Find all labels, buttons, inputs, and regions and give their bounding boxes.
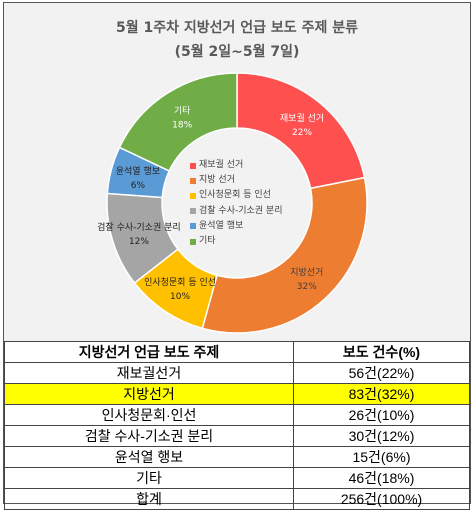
header-topic: 지방선거 언급 보도 주제 <box>4 341 294 363</box>
legend-swatch <box>190 208 196 215</box>
legend-label: 기타 <box>199 236 216 247</box>
slice-percent: 18% <box>172 120 192 130</box>
cell-count: 26건(10%) <box>293 404 470 426</box>
cell-topic: 기타 <box>4 467 294 489</box>
cell-topic: 지방선거 <box>4 383 294 405</box>
donut-slice <box>118 72 238 172</box>
slice-label: 지방선거 <box>290 267 323 278</box>
cell-topic: 합계 <box>4 488 294 510</box>
donut-chart: 재보궐 선거 22% 지방선거 32% 인사청문회 등 인선 10% 검찰 수사-기소권 분… <box>97 72 368 334</box>
slice-percent: 12% <box>129 237 149 247</box>
legend-label: 인사청문회 등 인선 <box>199 190 271 201</box>
cell-count: 46건(18%) <box>293 467 470 489</box>
legend-swatch <box>190 177 196 184</box>
table-row: 지방선거 83건(32%) <box>4 383 470 405</box>
cell-topic: 재보궐선거 <box>4 362 294 384</box>
table-row: 검찰 수사-기소권 분리 30건(12%) <box>4 425 470 447</box>
table-row: 기타 46건(18%) <box>4 467 470 489</box>
legend-item: 기타 <box>190 234 283 249</box>
legend-item: 재보궐 선거 <box>190 158 283 173</box>
cell-count: 30건(12%) <box>293 425 470 447</box>
header-count: 보도 건수(%) <box>293 341 470 363</box>
chart-subtitle: (5월 2일~5월 7일) <box>174 44 300 60</box>
figure-frame: 5월 1주차 지방선거 언급 보도 주제 분류 (5월 2일~5월 7일) 재보… <box>3 2 471 510</box>
slice-label: 기타 <box>174 105 191 116</box>
legend-item: 인사청문회 등 인선 <box>190 188 283 203</box>
legend-label: 윤석열 행보 <box>199 220 244 231</box>
slice-label: 윤석열 행보 <box>116 165 160 177</box>
chart-title: 5월 1주차 지방선거 언급 보도 주제 분류 <box>116 20 358 36</box>
cell-count: 15건(6%) <box>293 446 470 468</box>
table-row: 합계 256건(100%) <box>4 488 470 510</box>
table-row: 재보궐선거 56건(22%) <box>4 362 470 384</box>
legend-swatch <box>190 162 196 169</box>
slice-percent: 32% <box>297 282 317 292</box>
slice-percent: 6% <box>131 181 146 191</box>
slice-percent: 10% <box>170 292 190 302</box>
legend-item: 윤석열 행보 <box>190 219 283 234</box>
slice-percent: 22% <box>292 128 312 138</box>
table-header-row: 지방선거 언급 보도 주제 보도 건수(%) <box>4 341 470 363</box>
cell-topic: 윤석열 행보 <box>4 446 294 468</box>
legend-swatch <box>190 223 196 230</box>
legend-label: 검찰 수사-기소권 분리 <box>199 205 283 216</box>
chart-area: 5월 1주차 지방선거 언급 보도 주제 분류 (5월 2일~5월 7일) 재보… <box>4 3 470 342</box>
slice-label: 재보궐 선거 <box>280 113 324 124</box>
legend-item: 검찰 수사-기소권 분리 <box>190 204 283 219</box>
summary-table: 지방선거 언급 보도 주제 보도 건수(%) 재보궐선거 56건(22%) 지방선거… <box>4 341 470 510</box>
cell-topic: 인사청문회·인선 <box>4 404 294 426</box>
cell-count: 56건(22%) <box>293 362 470 384</box>
cell-count: 256건(100%) <box>293 488 470 510</box>
legend-swatch <box>190 238 196 245</box>
table-row: 윤석열 행보 15건(6%) <box>4 446 470 468</box>
donut-slice <box>201 176 368 334</box>
legend-label: 지방 선거 <box>199 175 235 186</box>
legend-item: 지방 선거 <box>190 173 283 188</box>
legend-swatch <box>190 193 196 199</box>
table-row: 인사청문회·인선 26건(10%) <box>4 404 470 426</box>
legend-label: 재보궐 선거 <box>199 160 244 170</box>
cell-topic: 검찰 수사-기소권 분리 <box>4 425 294 447</box>
slice-label: 검찰 수사-기소권 분리 <box>97 221 181 233</box>
cell-count: 83건(32%) <box>293 383 470 405</box>
slice-label: 인사청문회 등 인선 <box>144 277 216 288</box>
